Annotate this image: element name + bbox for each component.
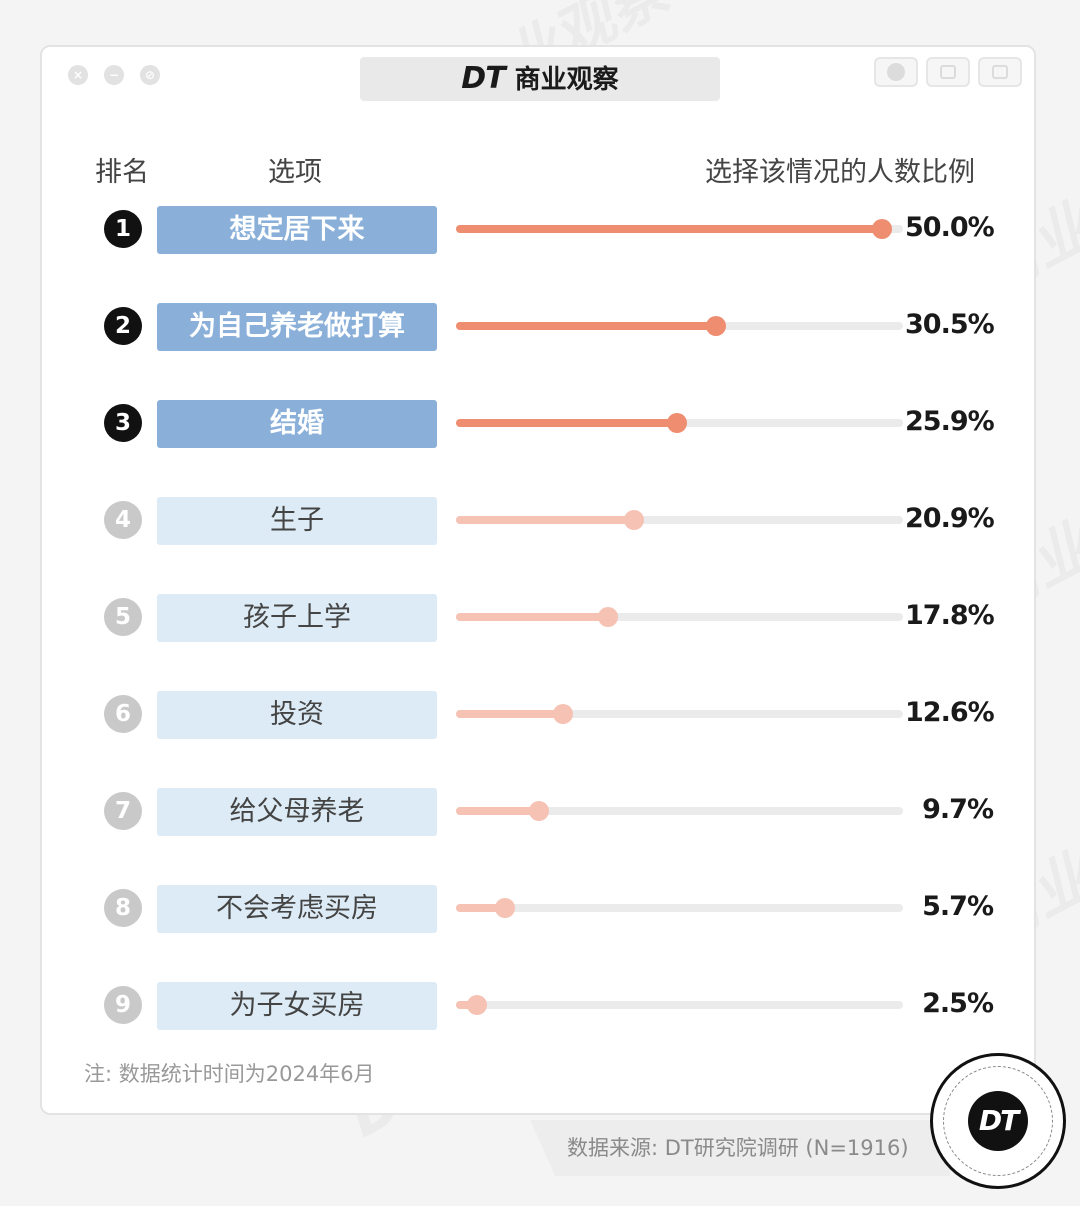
bar-knob — [706, 316, 726, 336]
bar-fill — [456, 807, 539, 815]
bar-track — [456, 413, 903, 433]
share-button[interactable] — [926, 57, 970, 87]
bar-fill — [456, 710, 563, 718]
bar-fill — [456, 225, 882, 233]
share-icon — [940, 65, 956, 79]
chart-row: 6 投资 12.6% — [0, 689, 1080, 743]
header-option: 选项 — [268, 157, 322, 188]
rank-badge: 7 — [104, 792, 142, 830]
bar-track — [456, 898, 903, 918]
chart-row: 8 不会考虑买房 5.7% — [0, 883, 1080, 937]
bar-knob — [667, 413, 687, 433]
category-label: 不会考虑买房 — [157, 885, 437, 933]
copy-button[interactable] — [978, 57, 1022, 87]
bar-fill — [456, 904, 505, 912]
data-source: 数据来源: DT研究院调研 (N=1916) — [567, 1136, 909, 1160]
bar-knob — [467, 995, 487, 1015]
rank-badge: 6 — [104, 695, 142, 733]
bar-fill — [456, 516, 634, 524]
rank-badge: 4 — [104, 501, 142, 539]
bar-knob — [624, 510, 644, 530]
bar-track — [456, 510, 903, 530]
chart-row: 9 为子女买房 2.5% — [0, 980, 1080, 1034]
bar-track — [456, 219, 903, 239]
bar-track — [456, 704, 903, 724]
bar-track — [456, 995, 903, 1015]
value-label: 17.8% — [905, 600, 995, 631]
bar-track — [456, 316, 903, 336]
bar-fill — [456, 419, 677, 427]
chart-row: 5 孩子上学 17.8% — [0, 592, 1080, 646]
rank-badge: 8 — [104, 889, 142, 927]
bar-fill — [456, 613, 608, 621]
minimize-window-icon[interactable]: − — [104, 65, 124, 85]
category-label: 想定居下来 — [157, 206, 437, 254]
bar-fill — [456, 1001, 477, 1009]
category-label: 投资 — [157, 691, 437, 739]
badge-logo: DT — [968, 1091, 1028, 1151]
value-label: 5.7% — [922, 891, 994, 922]
category-label: 生子 — [157, 497, 437, 545]
value-label: 25.9% — [905, 406, 995, 437]
rank-badge: 5 — [104, 598, 142, 636]
category-label: 孩子上学 — [157, 594, 437, 642]
record-icon — [887, 63, 905, 81]
rank-badge: 1 — [104, 210, 142, 248]
bar-knob — [495, 898, 515, 918]
header-ratio: 选择该情况的人数比例 — [705, 157, 975, 188]
chart-row: 7 给父母养老 9.7% — [0, 786, 1080, 840]
copy-icon — [992, 65, 1008, 79]
rank-badge: 3 — [104, 404, 142, 442]
bar-knob — [553, 704, 573, 724]
bar-track — [456, 801, 903, 821]
title-bar: DT 商业观察 — [360, 57, 720, 101]
bar-fill — [456, 322, 716, 330]
close-window-icon[interactable]: × — [68, 65, 88, 85]
value-label: 2.5% — [922, 988, 994, 1019]
chart-row: 1 想定居下来 50.0% — [0, 204, 1080, 258]
bar-knob — [872, 219, 892, 239]
category-label: 结婚 — [157, 400, 437, 448]
category-label: 给父母养老 — [157, 788, 437, 836]
disabled-window-icon[interactable]: ⊘ — [140, 65, 160, 85]
dt-badge: DT — [930, 1053, 1066, 1189]
source-tab — [530, 1120, 950, 1176]
bar-track — [456, 607, 903, 627]
rank-badge: 2 — [104, 307, 142, 345]
value-label: 20.9% — [905, 503, 995, 534]
chart-row: 3 结婚 25.9% — [0, 398, 1080, 452]
dt-logo: DT — [461, 61, 505, 96]
value-label: 50.0% — [905, 212, 995, 243]
value-label: 12.6% — [905, 697, 995, 728]
value-label: 9.7% — [922, 794, 994, 825]
chart-row: 2 为自己养老做打算 30.5% — [0, 301, 1080, 355]
bar-knob — [598, 607, 618, 627]
record-button[interactable] — [874, 57, 918, 87]
footnote: 注: 数据统计时间为2024年6月 — [84, 1062, 375, 1086]
app-title: 商业观察 — [514, 65, 619, 95]
value-label: 30.5% — [905, 309, 995, 340]
header-rank: 排名 — [95, 157, 149, 188]
rank-badge: 9 — [104, 986, 142, 1024]
badge-ring — [943, 1066, 1053, 1176]
chart-row: 4 生子 20.9% — [0, 495, 1080, 549]
bar-knob — [529, 801, 549, 821]
category-label: 为自己养老做打算 — [157, 303, 437, 351]
category-label: 为子女买房 — [157, 982, 437, 1030]
